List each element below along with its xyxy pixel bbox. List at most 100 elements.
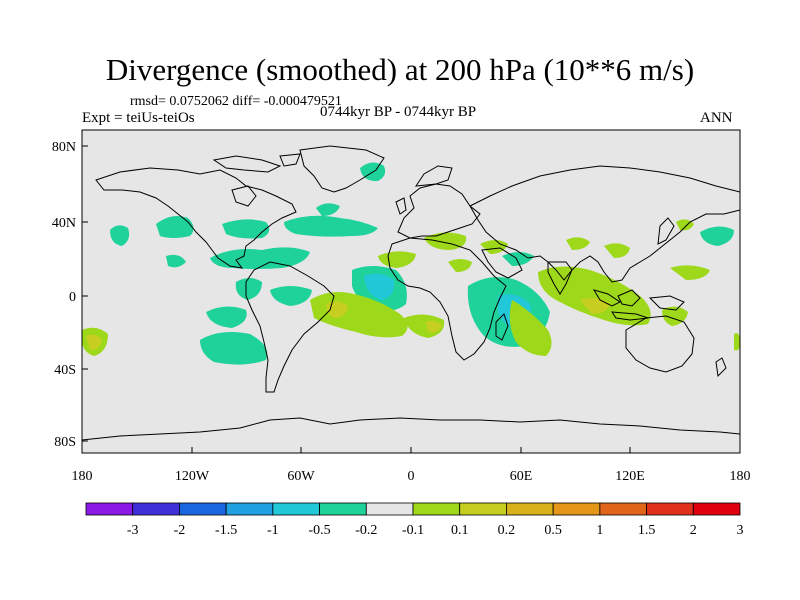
contour-blob: [502, 252, 534, 266]
colorbar-swatch: [132, 502, 180, 516]
colorbar-swatch: [225, 502, 274, 516]
colorbar-label: 1.5: [638, 523, 656, 538]
coastline: [611, 311, 649, 321]
coastline: [481, 247, 523, 279]
contour-blob: [566, 237, 590, 250]
colorbar-swatch: [599, 502, 647, 516]
colorbar-label: 0.1: [451, 523, 469, 538]
contour-blob: [110, 225, 130, 246]
x-tick-label: 120W: [175, 469, 210, 484]
colorbar-label: -2: [174, 523, 186, 538]
colorbar-swatch: [412, 502, 461, 516]
colorbar: -3 -2 -1.5 -1 -0.5 -0.2 -0.1 0.1 0.2 0.5 1 1.5 2 3: [85, 502, 744, 538]
colorbar-swatch: [552, 502, 601, 516]
contour-blob: [248, 289, 256, 294]
coastline: [495, 313, 509, 341]
x-tick-label: 60E: [510, 469, 533, 484]
contour-blob: [166, 254, 186, 268]
x-tick-label: 180: [72, 469, 93, 484]
coastline: [592, 289, 621, 307]
colorbar-swatch: [272, 502, 320, 516]
contour-blob: [448, 259, 472, 272]
contour-blob: [270, 286, 312, 306]
contour-blob: [222, 219, 270, 239]
coastline: [245, 261, 335, 393]
colorbar-swatch: [506, 502, 554, 516]
y-tick-label: 80S: [54, 435, 76, 450]
coastline: [547, 261, 573, 295]
coastline: [414, 165, 453, 187]
coastline: [617, 289, 641, 307]
contour-blob: [480, 240, 508, 254]
colorbar-label: -1: [267, 523, 279, 538]
contour-blob: [235, 278, 262, 300]
colorbar-label: -0.2: [355, 523, 377, 538]
colorbar-label: -0.1: [402, 523, 424, 538]
period-label: 0744kyr BP - 0744kyr BP: [320, 104, 477, 120]
stats-label: rmsd= 0.0752062 diff= -0.000479521: [130, 94, 342, 109]
colorbar-label: 3: [737, 523, 744, 538]
coastline: [299, 145, 385, 193]
contour-blob: [670, 265, 710, 280]
coastline: [715, 357, 727, 378]
colorbar-swatch: [319, 502, 367, 516]
colorbar-swatch: [365, 502, 414, 516]
experiment-label: Expt = teiUs-teiOs: [82, 110, 195, 126]
colorbar-swatch: [179, 502, 227, 516]
coastline: [469, 165, 740, 283]
x-tick-label: 0: [408, 469, 415, 484]
colorbar-label: 1: [596, 523, 603, 538]
contour-blob: [538, 266, 651, 326]
colorbar-swatch: [692, 502, 741, 516]
colorbar-label: 0.5: [544, 523, 562, 538]
coastline: [95, 167, 297, 269]
coastline: [279, 153, 301, 167]
coastline: [231, 185, 257, 207]
x-axis: 180 120W 60W 0 60E 120E 180: [72, 447, 751, 484]
contour-blob: [206, 306, 247, 328]
contour-blob: [700, 226, 734, 246]
contour-blob: [378, 251, 416, 268]
contour-blob: [316, 203, 340, 216]
contour-blob: [210, 247, 310, 269]
plot-title: Divergence (smoothed) at 200 hPa (10**6 …: [105, 52, 695, 87]
contour-blob: [426, 320, 442, 333]
colorbar-swatch: [646, 502, 694, 516]
contour-fill-layer: [82, 162, 740, 365]
x-tick-label: 120E: [615, 469, 645, 484]
y-tick-label: 40N: [52, 216, 76, 231]
contour-blob: [156, 216, 194, 238]
contour-blob: [509, 300, 552, 356]
coastline-layer: [82, 145, 740, 441]
y-tick-label: 40S: [54, 363, 76, 378]
colorbar-label: -1.5: [215, 523, 237, 538]
contour-blob: [86, 334, 102, 350]
coastline: [625, 315, 695, 373]
y-tick-label: 80N: [52, 140, 76, 155]
colorbar-label: 2: [690, 523, 697, 538]
contour-blob: [200, 332, 268, 365]
map-background: [82, 130, 740, 453]
contour-blob: [734, 333, 740, 351]
coastline: [395, 197, 407, 215]
coastline: [212, 155, 282, 173]
colorbar-label: -0.5: [308, 523, 330, 538]
x-tick-label: 60W: [287, 469, 315, 484]
coastline: [657, 217, 675, 245]
x-tick-label: 180: [730, 469, 751, 484]
coastline: [387, 237, 507, 361]
colorbar-label: 0.2: [498, 523, 516, 538]
y-axis: 80N 40N 0 40S 80S: [52, 140, 88, 450]
colorbar-label: -3: [127, 523, 139, 538]
y-tick-label: 0: [69, 290, 76, 305]
colorbar-swatch: [85, 502, 134, 516]
contour-blob: [284, 215, 378, 237]
coastline: [648, 295, 685, 311]
season-label: ANN: [700, 110, 733, 126]
contour-blob: [580, 297, 610, 314]
coastline: [82, 417, 740, 441]
contour-blob: [364, 273, 395, 300]
contour-blob: [604, 243, 630, 258]
colorbar-swatch: [459, 502, 507, 516]
